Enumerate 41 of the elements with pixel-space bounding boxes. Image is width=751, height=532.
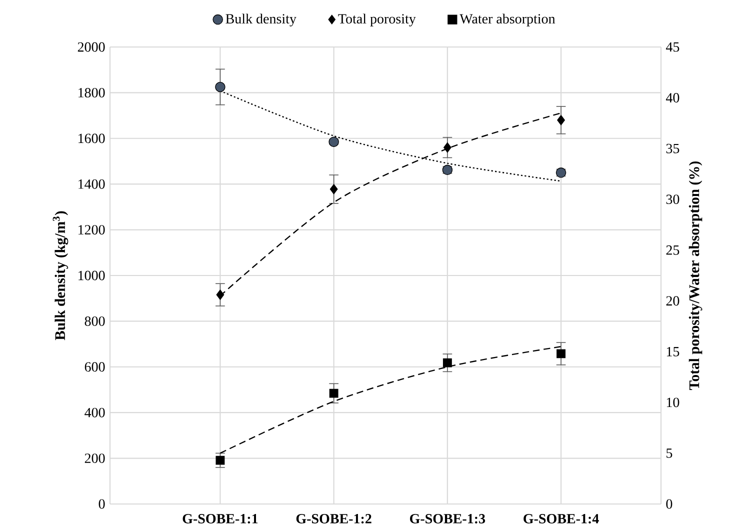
y2-tick-label: 10 [666,398,680,408]
y2-tick-label: 25 [666,245,680,255]
y-tick-label: 800 [84,316,105,326]
y2-axis-title: Total porosity/Water absorption (%) [688,161,702,390]
y2-tick-label: 30 [666,194,680,204]
y-tick-label: 1000 [78,270,105,280]
y-tick-label: 0 [98,499,105,509]
point [216,456,225,465]
y-tick-label: 1200 [78,225,105,235]
point [329,388,338,398]
legend-label: Total porosity [338,14,416,26]
point [328,136,339,147]
y2-tick-label: 0 [666,499,672,509]
y2-tick-label: 5 [666,448,672,458]
legend-label: Bulk density [226,14,296,26]
point [330,184,338,194]
legend-label: Water absorption [460,14,556,26]
x-tick-label: G-SOBE-1:4 [524,514,599,524]
y2-tick-label: 40 [666,93,680,103]
x-tick-label: G-SOBE-1:2 [296,514,372,524]
y-tick-label: 400 [84,408,105,418]
point [442,358,452,368]
y-tick-label: 1800 [78,88,105,98]
y2-tick-label: 35 [666,144,680,154]
point [556,349,566,358]
y-tick-label: 1400 [78,179,105,189]
x-tick-label: G-SOBE-1:1 [182,514,258,524]
y-tick-label: 200 [84,454,105,464]
y2-tick-label: 45 [666,42,680,52]
point [216,290,224,300]
point [443,142,452,153]
x-tick-label: G-SOBE-1:3 [410,514,486,524]
y2-tick-label: 15 [666,346,680,356]
point [215,82,226,92]
point [557,114,565,126]
y-tick-label: 1600 [78,134,105,144]
line-series [220,346,562,454]
y-tick-label: 600 [84,362,105,372]
y2-tick-label: 20 [666,296,680,306]
y-tick-label: 2000 [78,42,105,52]
y-axis-title: Bulk density (kg/m$^{3}$) [52,211,68,340]
